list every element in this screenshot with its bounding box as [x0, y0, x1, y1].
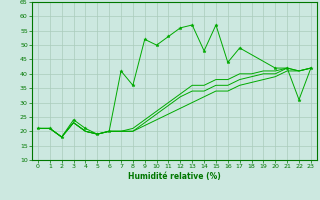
X-axis label: Humidité relative (%): Humidité relative (%) — [128, 172, 221, 181]
